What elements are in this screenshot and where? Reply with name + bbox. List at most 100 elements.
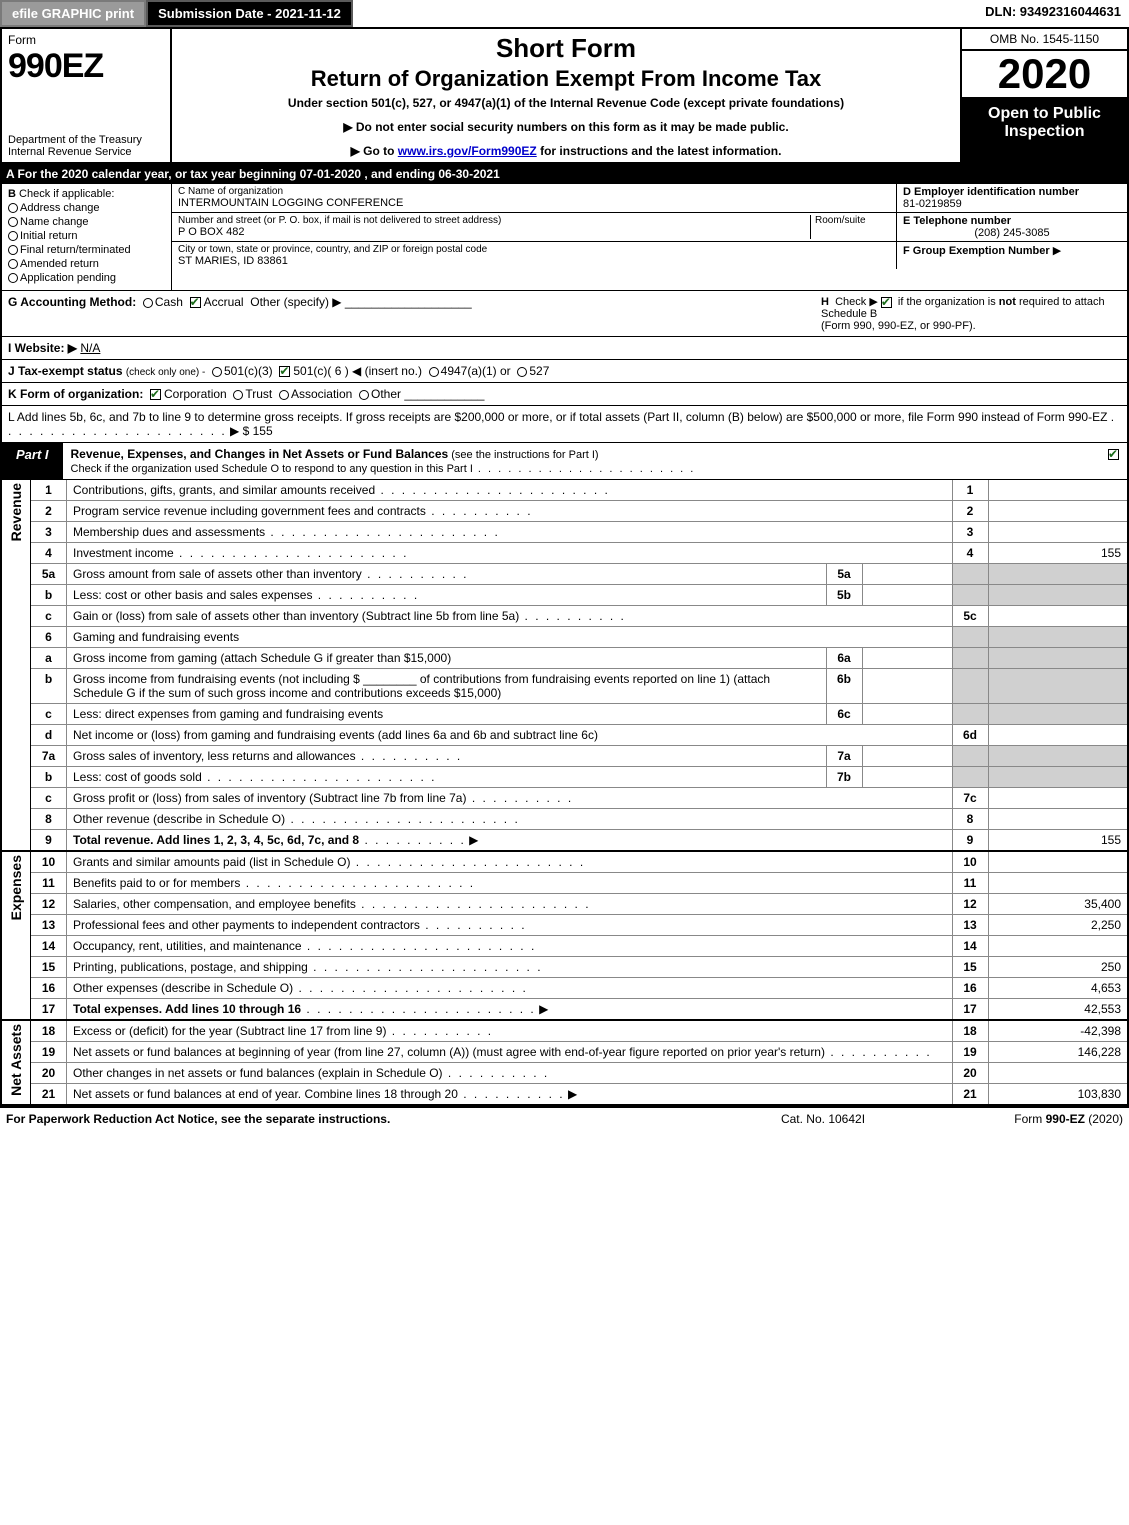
line-7a-boxval <box>862 746 952 767</box>
part-1-header: Part I Revenue, Expenses, and Changes in… <box>0 443 1129 480</box>
dept-line-1: Department of the Treasury <box>8 134 164 146</box>
k-trust-label: Trust <box>245 387 272 401</box>
g-accrual-check[interactable] <box>190 297 201 308</box>
j-4947-radio[interactable] <box>429 367 439 377</box>
line-5c-desc: Gain or (loss) from sale of assets other… <box>73 609 519 623</box>
line-6b-boxval <box>862 669 952 704</box>
line-3-val <box>988 522 1128 543</box>
part-1-schedule-o-check[interactable] <box>1108 449 1119 460</box>
k-other-radio[interactable] <box>359 390 369 400</box>
line-6d-rnum: 6d <box>952 725 988 746</box>
efile-print-button[interactable]: efile GRAPHIC print <box>0 0 146 27</box>
line-15-val: 250 <box>988 957 1128 978</box>
open-to-public: Open to Public Inspection <box>962 99 1127 162</box>
page-footer: For Paperwork Reduction Act Notice, see … <box>0 1106 1129 1130</box>
street-cell: Number and street (or P. O. box, if mail… <box>172 213 897 241</box>
goto-post: for instructions and the latest informat… <box>537 144 782 158</box>
revenue-side-label: Revenue <box>8 483 24 541</box>
line-20-val <box>988 1063 1128 1084</box>
line-11-num: 11 <box>31 873 67 894</box>
line-11-desc: Benefits paid to or for members <box>73 876 240 890</box>
line-6a-num: a <box>31 648 67 669</box>
line-13-rnum: 13 <box>952 915 988 936</box>
j-527-radio[interactable] <box>517 367 527 377</box>
line-13-desc: Professional fees and other payments to … <box>73 918 420 932</box>
line-6b-desc1: Gross income from fundraising events (no… <box>73 672 360 686</box>
submission-date-button[interactable]: Submission Date - 2021-11-12 <box>146 0 353 27</box>
j-label: J Tax-exempt status <box>8 364 123 378</box>
line-21-val: 103,830 <box>988 1084 1128 1106</box>
h-checkbox[interactable] <box>881 297 892 308</box>
line-18-rnum: 18 <box>952 1020 988 1042</box>
k-corp-check[interactable] <box>150 389 161 400</box>
line-11-rnum: 11 <box>952 873 988 894</box>
chk-name-change[interactable]: Name change <box>8 216 165 228</box>
org-name: INTERMOUNTAIN LOGGING CONFERENCE <box>178 197 890 209</box>
line-19-desc: Net assets or fund balances at beginning… <box>73 1045 825 1059</box>
line-4-val: 155 <box>988 543 1128 564</box>
h-not: not <box>999 296 1016 308</box>
c-name-label: C Name of organization <box>178 186 890 197</box>
g-accounting: G Accounting Method: Cash Accrual Other … <box>8 295 821 332</box>
g-label: G Accounting Method: <box>8 295 136 309</box>
line-12-val: 35,400 <box>988 894 1128 915</box>
line-5a-rshade <box>952 564 988 585</box>
line-20-num: 20 <box>31 1063 67 1084</box>
omb-number: OMB No. 1545-1150 <box>962 29 1127 51</box>
line-16-rnum: 16 <box>952 978 988 999</box>
spacer <box>353 0 977 27</box>
line-6-num: 6 <box>31 627 67 648</box>
chk-initial-return[interactable]: Initial return <box>8 230 165 242</box>
k-assoc-label: Association <box>291 387 352 401</box>
line-9-val: 155 <box>988 830 1128 852</box>
goto-pre: ▶ Go to <box>351 144 398 158</box>
line-18-val: -42,398 <box>988 1020 1128 1042</box>
form-header: Form 990EZ Department of the Treasury In… <box>0 27 1129 164</box>
line-9-num: 9 <box>31 830 67 852</box>
line-21-rnum: 21 <box>952 1084 988 1106</box>
j-4947-label: 4947(a)(1) or <box>441 364 511 378</box>
row-j-tax-exempt: J Tax-exempt status (check only one) - 5… <box>0 360 1129 383</box>
line-9-rnum: 9 <box>952 830 988 852</box>
line-14-rnum: 14 <box>952 936 988 957</box>
line-6b-num: b <box>31 669 67 704</box>
chk-address-change[interactable]: Address change <box>8 202 165 214</box>
netassets-side-label: Net Assets <box>8 1024 24 1096</box>
part-1-lines-table: Revenue 1 Contributions, gifts, grants, … <box>0 480 1129 1106</box>
line-5b-rshade <box>952 585 988 606</box>
chk-amended-return[interactable]: Amended return <box>8 258 165 270</box>
j-501c3-radio[interactable] <box>212 367 222 377</box>
line-5a-boxval <box>862 564 952 585</box>
part-1-checkbox-cell <box>1103 443 1127 479</box>
website-value: N/A <box>80 341 100 355</box>
footer-left: For Paperwork Reduction Act Notice, see … <box>6 1112 723 1126</box>
g-accrual-label: Accrual <box>204 295 244 309</box>
k-assoc-radio[interactable] <box>279 390 289 400</box>
chk-application-pending[interactable]: Application pending <box>8 272 165 284</box>
line-21-num: 21 <box>31 1084 67 1106</box>
h-text2: if the organization is <box>898 296 999 308</box>
irs-link[interactable]: www.irs.gov/Form990EZ <box>398 144 537 158</box>
line-14-val <box>988 936 1128 957</box>
j-501c-check[interactable] <box>279 366 290 377</box>
line-5b-box: 5b <box>826 585 862 606</box>
line-6c-vshade <box>988 704 1128 725</box>
form-id-block: Form 990EZ Department of the Treasury In… <box>2 29 172 162</box>
line-5c-num: c <box>31 606 67 627</box>
line-6-rshade <box>952 627 988 648</box>
line-9-desc: Total revenue. Add lines 1, 2, 3, 4, 5c,… <box>73 833 359 847</box>
line-12-desc: Salaries, other compensation, and employ… <box>73 897 356 911</box>
title-return: Return of Organization Exempt From Incom… <box>180 66 952 92</box>
line-a-tax-year: A For the 2020 calendar year, or tax yea… <box>0 164 1129 184</box>
line-6b-vshade <box>988 669 1128 704</box>
line-1-num: 1 <box>31 480 67 501</box>
g-cash-radio[interactable] <box>143 298 153 308</box>
k-trust-radio[interactable] <box>233 390 243 400</box>
h-label: H <box>821 296 829 308</box>
line-1-rnum: 1 <box>952 480 988 501</box>
line-8-desc: Other revenue (describe in Schedule O) <box>73 812 285 826</box>
line-14-num: 14 <box>31 936 67 957</box>
chk-final-return[interactable]: Final return/terminated <box>8 244 165 256</box>
k-corp-label: Corporation <box>164 387 227 401</box>
line-6-desc: Gaming and fundraising events <box>67 627 953 648</box>
